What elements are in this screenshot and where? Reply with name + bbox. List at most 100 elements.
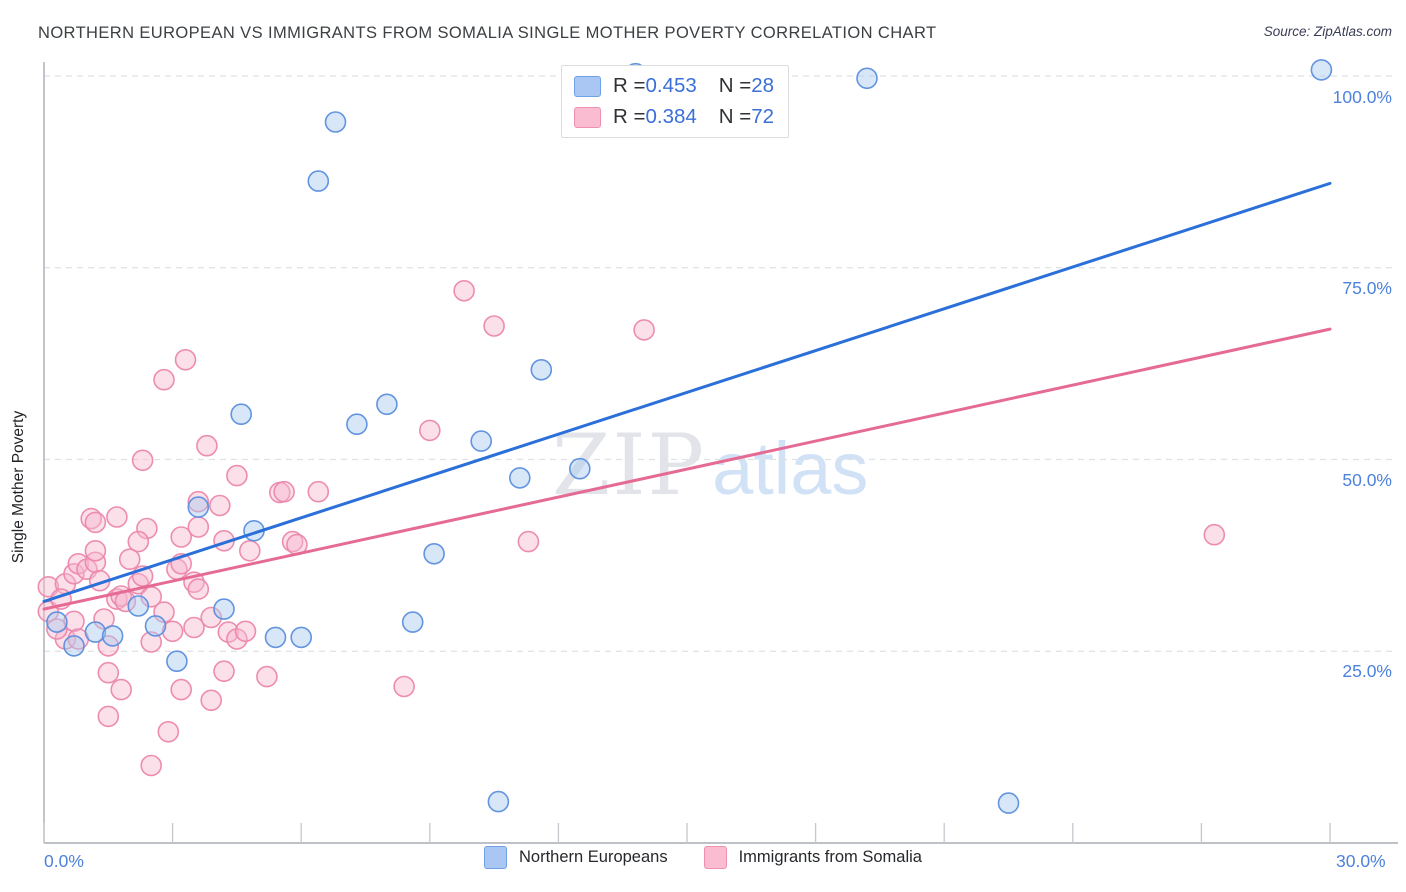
data-point-somalia [97,661,120,684]
r-value: 0.384 [645,105,697,128]
data-point-somalia [140,631,162,653]
data-point-somalia [46,618,68,640]
data-point-northern-europeans [508,467,531,489]
y-axis-tick-label-100: 100.0% [1332,87,1392,107]
data-point-somalia [217,621,240,643]
legend-item-label: Northern Europeans [519,848,668,866]
data-point-northern-europeans [264,626,287,649]
y-axis-tick-label-75: 75.0% [1342,278,1392,298]
data-point-somalia [110,678,132,701]
data-point-northern-europeans [401,611,424,633]
data-point-somalia [200,689,222,712]
data-point-northern-europeans [290,626,313,649]
data-point-somalia [273,480,295,503]
legend-item-northern-europeans: Northern Europeans [484,846,668,869]
data-point-northern-europeans [213,598,235,620]
trendline-somalia [42,327,1332,611]
legend-row-northern-europeans: R = 0.453 N = 28 [574,73,774,99]
data-point-somalia [170,526,192,548]
data-point-somalia [226,628,248,650]
data-point-somalia [307,480,330,503]
data-point-somalia [170,678,192,701]
data-point-somalia [1203,523,1226,546]
data-point-somalia [131,449,154,472]
zipatlas-watermark: ZIP atlas [552,416,868,514]
y-axis-tick-label-25: 25.0% [1342,661,1392,681]
data-point-somalia [84,511,107,534]
r-label: R = [613,105,646,128]
data-point-northern-europeans [997,792,1020,814]
data-point-somalia [97,705,120,728]
data-point-northern-europeans [324,111,347,133]
data-point-somalia [213,660,235,683]
legend-item-label: Immigrants from Somalia [738,848,922,866]
data-point-somalia [256,665,278,688]
data-point-somalia [183,616,205,639]
data-point-northern-europeans [856,67,878,90]
watermark-zip-text: ZIP [552,416,707,514]
data-point-northern-europeans [487,790,510,813]
data-point-somalia [161,620,184,643]
y-axis-title: Single Mother Poverty [10,410,27,564]
data-point-northern-europeans [376,393,398,416]
data-point-somalia [196,434,218,457]
data-point-northern-europeans [144,615,167,637]
data-point-somalia [93,608,115,630]
data-point-northern-europeans [84,621,107,643]
data-point-northern-europeans [307,170,330,192]
data-point-somalia [187,490,210,513]
data-point-northern-europeans [346,413,368,436]
data-point-northern-europeans [187,496,210,518]
data-point-somalia [226,464,248,487]
data-point-northern-europeans [568,457,591,480]
n-label: N = [718,74,752,97]
data-point-northern-europeans [127,595,150,617]
data-point-somalia [393,675,415,698]
series-legend: Northern Europeans Immigrants from Somal… [0,846,1406,869]
data-point-somalia [118,548,141,571]
data-point-northern-europeans [101,625,124,647]
x-axis-tick-label-min: 0.0% [44,851,84,871]
pink-series-swatch-icon [574,106,601,128]
data-point-somalia [483,315,505,337]
watermark-atlas-text: atlas [712,427,869,510]
data-point-somalia [84,539,107,562]
data-point-somalia [239,539,261,562]
data-point-somalia [174,348,197,371]
data-point-somalia [200,606,222,629]
data-point-somalia [140,754,162,777]
data-point-northern-europeans [63,635,85,657]
data-point-somalia [106,506,128,528]
r-label: R = [613,74,646,97]
data-point-northern-europeans [46,611,68,633]
data-point-somalia [153,368,175,391]
data-point-somalia [127,530,150,553]
data-point-somalia [209,494,231,517]
data-point-northern-europeans [423,542,445,565]
data-point-northern-europeans [166,650,188,673]
blue-series-swatch-icon [484,846,507,869]
data-point-somalia [453,279,475,302]
blue-series-swatch-icon [574,75,601,97]
r-value: 0.453 [645,74,697,97]
trendline-northern-europeans [42,181,1332,603]
data-point-northern-europeans [1310,59,1333,81]
n-label: N = [718,105,752,128]
legend-row-somalia: R = 0.384 N = 72 [574,104,774,130]
legend-item-somalia: Immigrants from Somalia [703,846,922,869]
data-point-somalia [517,530,540,553]
data-point-somalia [418,419,441,442]
n-value: 72 [751,105,775,128]
data-point-northern-europeans [230,403,252,426]
data-point-somalia [136,517,158,540]
data-point-somalia [633,319,655,341]
data-point-somalia [187,578,210,600]
chart-title: NORTHERN EUROPEAN VS IMMIGRANTS FROM SOM… [38,24,937,42]
data-point-somalia [157,720,180,743]
y-axis-tick-label-50: 50.0% [1342,470,1392,490]
data-point-northern-europeans [530,358,553,381]
data-point-somalia [234,620,257,643]
source-attribution: Source: ZipAtlas.com [1263,24,1392,39]
